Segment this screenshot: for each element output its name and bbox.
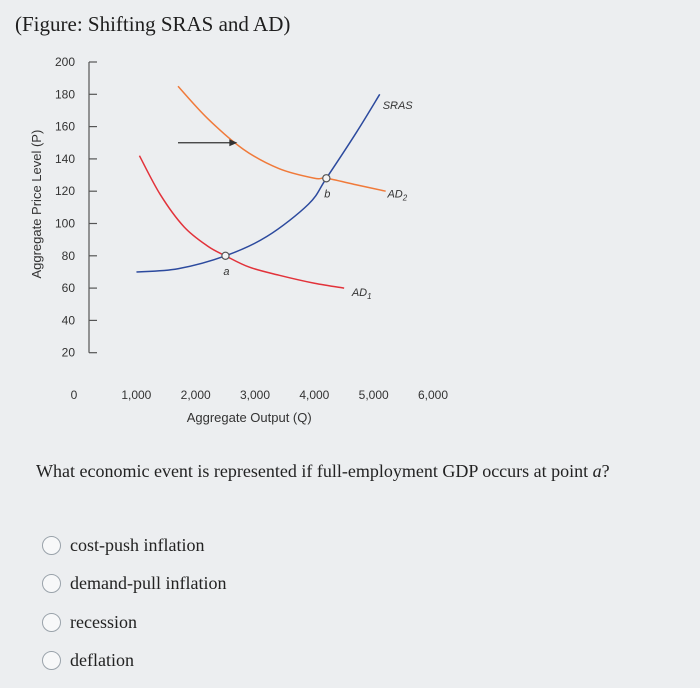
y-tick-label: 200	[55, 55, 75, 69]
radio-button[interactable]	[42, 535, 61, 555]
option-demand-pull-inflation[interactable]: demand-pull inflation	[42, 565, 226, 604]
y-tick-label: 160	[55, 120, 75, 134]
option-deflation[interactable]: deflation	[42, 642, 226, 681]
ad2-label: AD2	[386, 189, 407, 203]
shift-arrow-head	[229, 139, 238, 147]
y-tick-labels: 20 40 60 80 100 120 140 160 180 200 Aggregate Pric…	[29, 55, 97, 360]
chart-annotations: a b SRAS AD2 AD1	[178, 100, 413, 301]
aggregate-supply-demand-chart: 0 1,000 2,000 3,000 4,000 5,000 6,000 Aggregate…	[29, 55, 449, 425]
x-tick-label: 6,000	[418, 388, 448, 402]
x-tick-labels: 0 1,000 2,000 3,000 4,000 5,000 6,000 Aggregate…	[71, 388, 449, 425]
option-label: demand-pull inflation	[70, 573, 227, 594]
y-tick-label: 60	[62, 281, 76, 295]
radio-button[interactable]	[42, 574, 61, 594]
x-tick-label: 0	[71, 388, 78, 402]
option-label: deflation	[70, 650, 134, 671]
ad1-label: AD1	[351, 287, 372, 301]
y-tick-label: 180	[55, 87, 75, 101]
point-label-b: b	[324, 188, 330, 200]
x-tick-label: 1,000	[121, 388, 151, 402]
radio-button[interactable]	[42, 612, 61, 632]
answer-options: cost-push inflation demand-pull inflatio…	[42, 526, 226, 680]
equilibrium-point-b	[322, 174, 331, 183]
y-tick-label: 20	[62, 346, 76, 360]
x-axis-title: Aggregate Output (Q)	[187, 410, 312, 425]
point-label-a: a	[223, 266, 229, 278]
option-label: recession	[70, 611, 137, 632]
x-tick-label: 3,000	[240, 388, 270, 402]
equilibrium-point-a	[221, 251, 230, 260]
figure-title: (Figure: Shifting SRAS and AD)	[15, 12, 291, 36]
y-tick-label: 100	[55, 217, 75, 231]
chart-curves	[136, 85, 386, 289]
option-recession[interactable]: recession	[42, 603, 226, 642]
curve-ad1	[138, 155, 345, 289]
radio-button[interactable]	[42, 651, 61, 671]
option-label: cost-push inflation	[70, 534, 205, 555]
y-tick-label: 40	[62, 313, 76, 327]
y-tick-label: 120	[55, 184, 75, 198]
question-text: What economic event is represented if fu…	[36, 461, 610, 481]
curve-ad2	[177, 85, 386, 192]
y-axis-title: Aggregate Price Level (P)	[29, 130, 44, 279]
curve-sras	[136, 93, 381, 273]
sras-label: SRAS	[383, 100, 414, 112]
y-tick-label: 80	[62, 249, 76, 263]
x-tick-label: 2,000	[181, 388, 211, 402]
x-tick-label: 4,000	[299, 388, 329, 402]
question-point-label: a	[592, 461, 602, 481]
option-cost-push-inflation[interactable]: cost-push inflation	[42, 526, 226, 565]
y-tick-label: 140	[55, 152, 75, 166]
x-tick-label: 5,000	[359, 388, 389, 402]
